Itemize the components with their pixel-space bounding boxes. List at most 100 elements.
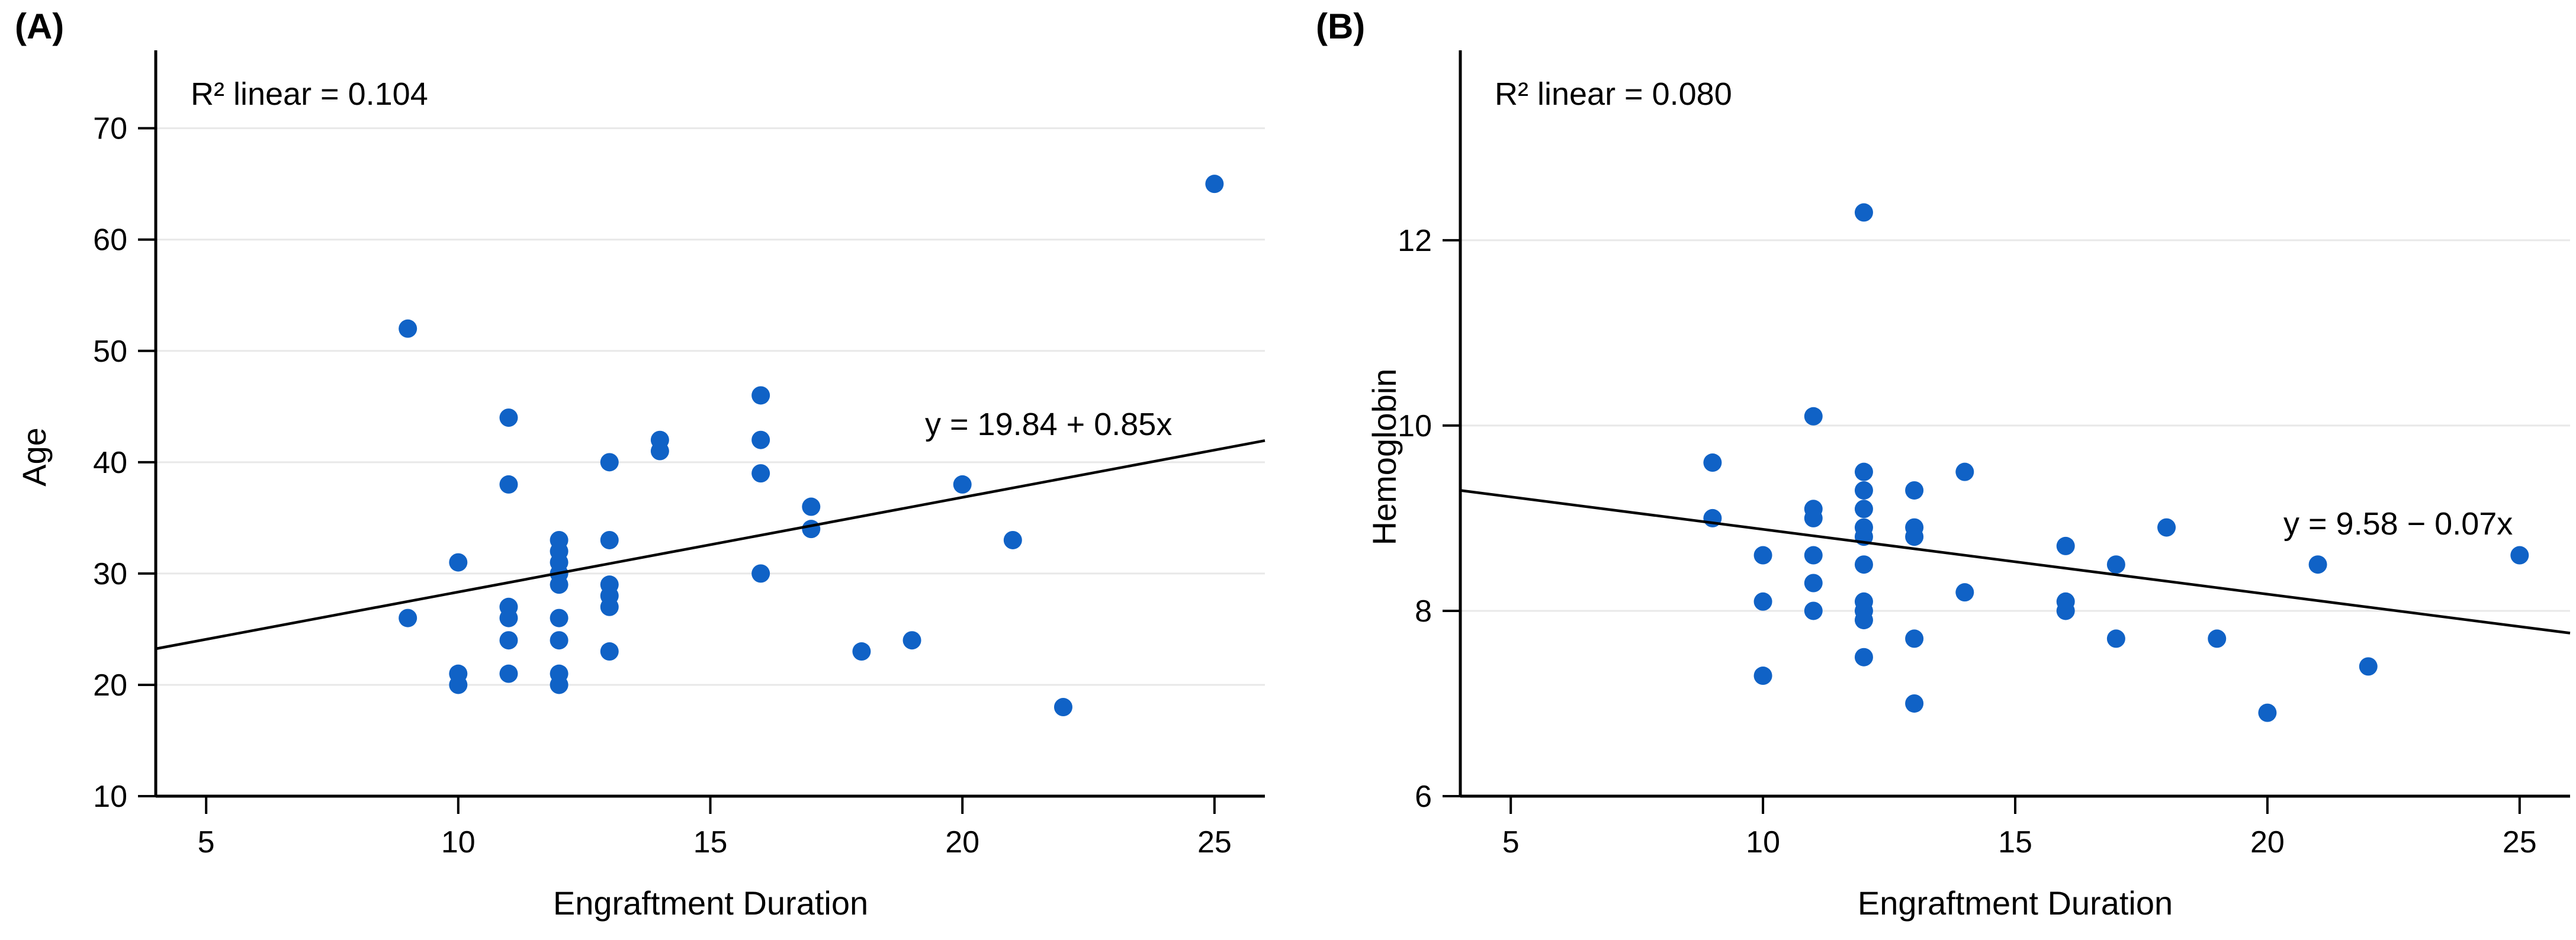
panel-a-plot: 10 20 30 40 50 60 70 5 10 15 20 25 (93, 50, 1265, 859)
panel-b-data-point (2106, 555, 2125, 574)
panel-b-data-point (1753, 592, 1772, 611)
panel-b-data-point (2510, 546, 2529, 565)
panel-b-data-point (1905, 481, 1924, 500)
panel-a-data-point (550, 575, 568, 594)
panel-a-y-tick-label: 40 (93, 446, 127, 480)
panel-a-y-tick-label: 10 (93, 780, 127, 814)
panel-b-data-point (1753, 546, 1772, 565)
panel-a-data-point (650, 442, 669, 461)
panel-b-data-point (1955, 583, 1974, 602)
panel-a-data-point (499, 475, 518, 494)
panel-a-data-point (600, 530, 619, 549)
panel-b-x-ticks: 5 10 15 20 25 (1502, 796, 2537, 859)
panel-a-label: (A) (15, 7, 65, 46)
panel-a-data-point (499, 631, 518, 650)
panel-b-data-point (2157, 518, 2176, 537)
panel-b-data-point (1854, 611, 1873, 630)
panel-a-data-point (399, 609, 417, 627)
panel-a-x-tick-label: 20 (945, 825, 979, 859)
panel-b-data-point (1905, 694, 1924, 713)
panel-b-data-point (1854, 500, 1873, 519)
panel-b-data-point (2056, 601, 2075, 620)
panel-a-data-point (802, 497, 821, 516)
panel-a-data-point (1053, 698, 1072, 717)
panel-a-data-point (499, 609, 518, 627)
panel-a-data-point (751, 430, 770, 449)
panel-b-data-point (1854, 648, 1873, 667)
panel-a-data-point (852, 642, 871, 661)
panel-a-data-point (1205, 175, 1224, 194)
panel-a-y-tick-label: 30 (93, 557, 127, 591)
panel-b-x-tick-label: 15 (1998, 825, 2032, 859)
panel-b-data-point (1804, 601, 1823, 620)
panel-b-y-tick-label: 8 (1415, 594, 1432, 629)
panel-a-data-point (600, 453, 619, 472)
panel-b-y-tick-label: 10 (1398, 409, 1432, 443)
panel-a-data-point (953, 475, 972, 494)
panel-b-data-point (2258, 703, 2277, 722)
panel-a-y-tick-label: 60 (93, 223, 127, 257)
panel-a-data-point (499, 664, 518, 683)
panel-b-data-point (1955, 462, 1974, 481)
panel-b-data-point (1854, 481, 1873, 500)
panel-a-data-point (751, 464, 770, 483)
panel-b-gridlines (1460, 239, 2570, 612)
panel-b-y-ticks: 6 8 10 12 (1398, 224, 1460, 814)
panel-b-y-tick-label: 12 (1398, 224, 1432, 258)
panel-a-data-point (751, 386, 770, 405)
panel-a-x-axis-title: Engraftment Duration (553, 884, 869, 922)
panel-b-data-point (1804, 546, 1823, 565)
panel-a-r2-annotation: R² linear = 0.104 (191, 76, 428, 112)
panel-a-data-point (802, 520, 821, 539)
panel-b-y-tick-label: 6 (1415, 780, 1432, 814)
panel-b-label: (B) (1316, 7, 1366, 46)
panel-a-gridlines (156, 127, 1265, 686)
panel-a-data-point (751, 564, 770, 583)
panel-a-x-tick-label: 10 (441, 825, 476, 859)
panel-a-y-tick-label: 20 (93, 668, 127, 703)
panel-b-x-tick-label: 25 (2503, 825, 2537, 859)
panel-a-data-point (1003, 530, 1022, 549)
panel-a-y-tick-label: 50 (93, 334, 127, 369)
panel-a-data-point (550, 609, 568, 627)
panel-a-y-tick-label: 70 (93, 112, 127, 146)
panel-b-data-point (1854, 462, 1873, 481)
panel-b-data-point (1804, 574, 1823, 593)
panel-a-x-tick-label: 25 (1197, 825, 1232, 859)
panel-b-trend-line (1460, 489, 2571, 635)
panel-b-x-tick-label: 20 (2250, 825, 2285, 859)
panel-a-data-point (499, 408, 518, 427)
panel-a-data-point (550, 675, 568, 694)
panel-b-plot: 6 8 10 12 5 10 15 20 25 (1398, 50, 2571, 859)
panel-a-data-point (449, 675, 468, 694)
panel-a-data-point (399, 319, 417, 338)
panel-a-equation-annotation: y = 19.84 + 0.85x (925, 407, 1173, 442)
panel-b-points (1703, 203, 2529, 722)
panel-a-data-point (600, 642, 619, 661)
panel-a-x-tick-label: 15 (693, 825, 728, 859)
panel-a-x-tick-label: 5 (198, 825, 215, 859)
panel-a-trend-line (155, 439, 1265, 651)
panel-b-x-tick-label: 5 (1502, 825, 1520, 859)
panel-a-data-point (449, 553, 468, 572)
panel-b-data-point (1753, 667, 1772, 685)
panel-b-data-point (1854, 203, 1873, 222)
panel-b-data-point (1804, 407, 1823, 426)
panel-b-data-point (1804, 508, 1823, 527)
panel-a-x-ticks: 5 10 15 20 25 (198, 796, 1232, 859)
panel-a-points (399, 175, 1224, 717)
panel-b-data-point (2308, 555, 2327, 574)
panel-a-y-ticks: 10 20 30 40 50 60 70 (93, 112, 156, 814)
panel-b-data-point (2056, 536, 2075, 555)
panel-b-x-tick-label: 10 (1746, 825, 1780, 859)
panel-a-data-point (550, 631, 568, 650)
panel-b-data-point (1905, 527, 1924, 546)
panel-b-data-point (2208, 629, 2227, 648)
panel-b-data-point (2106, 629, 2125, 648)
panel-b-equation-annotation: y = 9.58 − 0.07x (2283, 506, 2513, 542)
panel-b-data-point (1703, 453, 1722, 472)
panel-a-data-point (600, 597, 619, 616)
panel-a-y-axis-title: Age (15, 427, 53, 487)
panel-a-data-point (902, 631, 921, 650)
